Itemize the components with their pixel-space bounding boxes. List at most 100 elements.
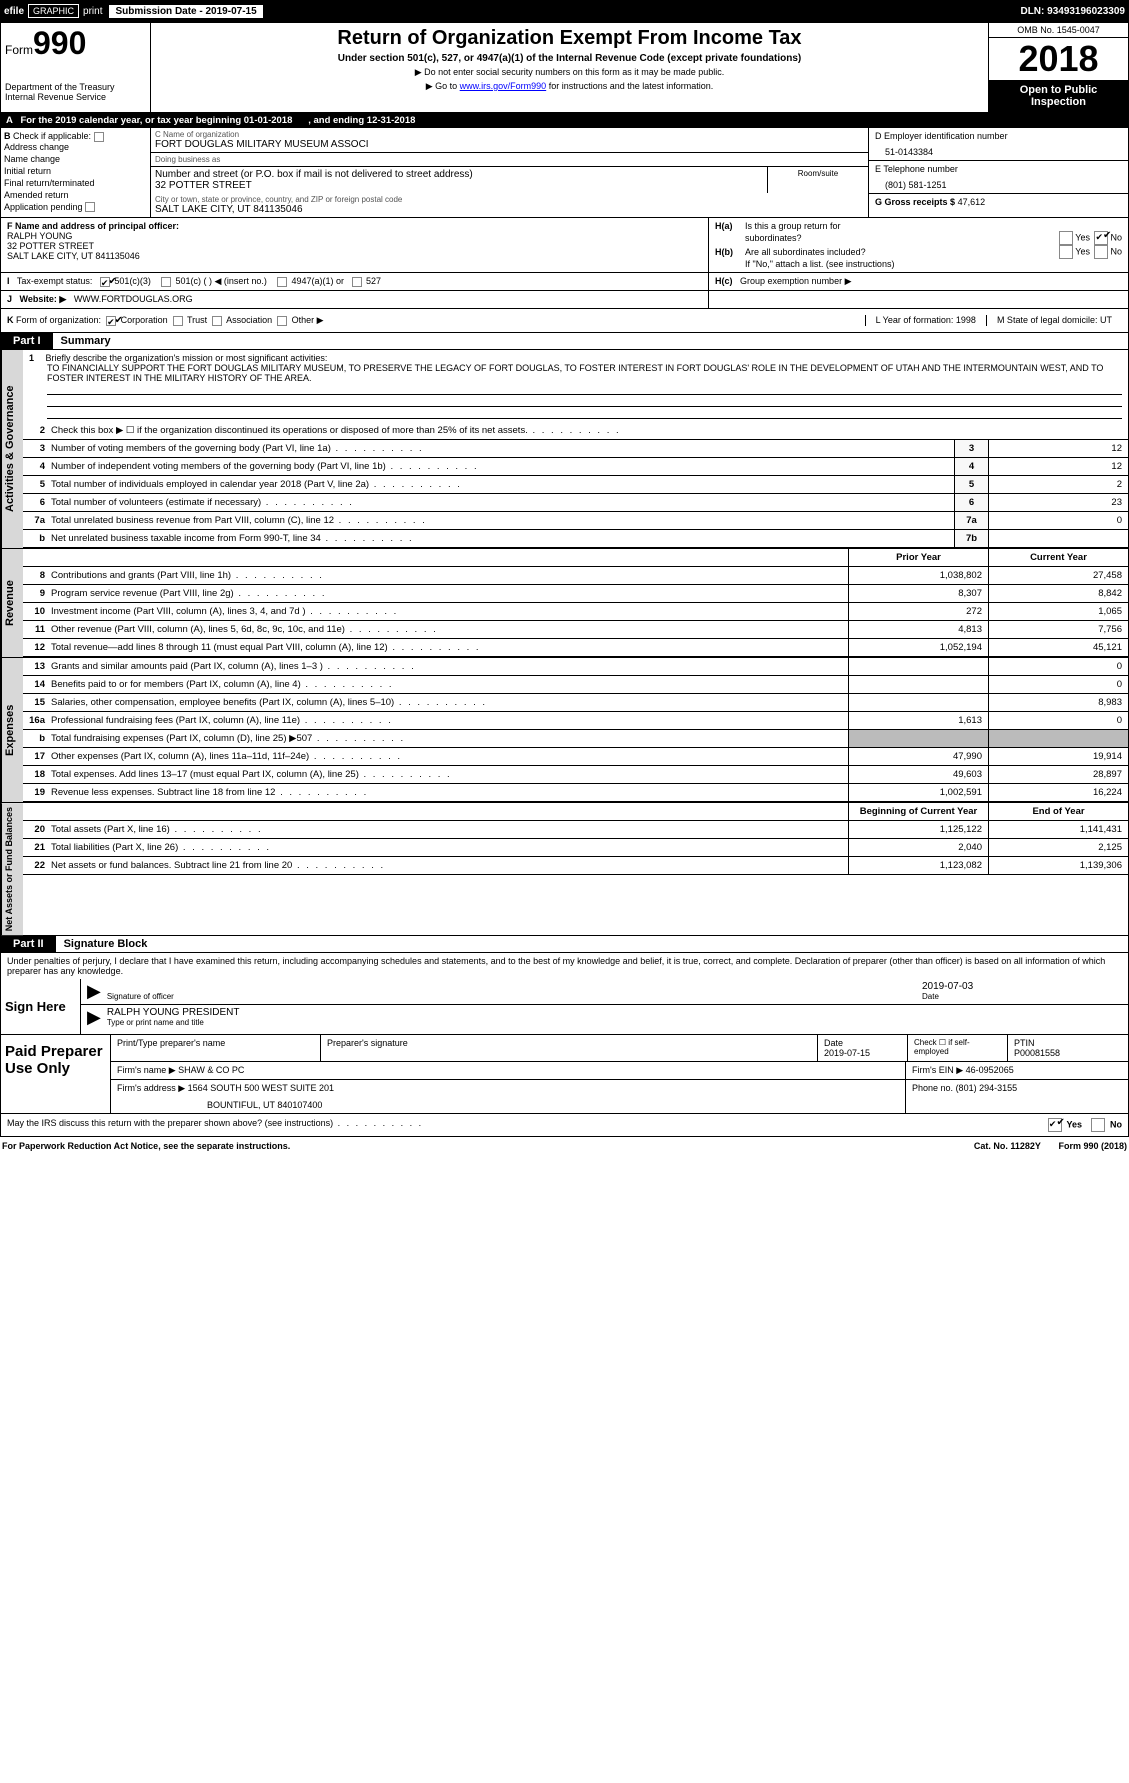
prior-val: 2,040: [848, 839, 988, 856]
hb-no-box[interactable]: [1094, 245, 1108, 259]
opt-4947: 4947(a)(1) or: [291, 276, 344, 286]
section-j: J Website: ▶ WWW.FORTDOUGLAS.ORG: [0, 291, 1129, 309]
row-a-text: For the 2019 calendar year, or tax year …: [20, 115, 292, 126]
row-num: 10: [23, 603, 47, 620]
row-desc: Number of independent voting members of …: [47, 458, 954, 475]
k-prefix: K: [7, 315, 14, 326]
sign-here-label: Sign Here: [1, 979, 81, 1034]
prep-sig-label: Preparer's signature: [327, 1038, 811, 1048]
m-value: UT: [1100, 315, 1112, 325]
prior-val: 4,813: [848, 621, 988, 638]
city-value: SALT LAKE CITY, UT 841135046: [155, 204, 864, 215]
curr-val: 19,914: [988, 748, 1128, 765]
k-checkbox[interactable]: ✔: [106, 316, 116, 326]
gross-value: 47,612: [958, 197, 986, 207]
prior-val: [848, 730, 988, 747]
website-value: WWW.FORTDOUGLAS.ORG: [74, 294, 193, 304]
data-row: b Total fundraising expenses (Part IX, c…: [23, 730, 1128, 748]
data-row: 21 Total liabilities (Part X, line 26) 2…: [23, 839, 1128, 857]
4947-checkbox[interactable]: [277, 277, 287, 287]
curr-val: 7,756: [988, 621, 1128, 638]
part2-tab: Part II: [1, 936, 56, 952]
row-desc: Revenue less expenses. Subtract line 18 …: [47, 784, 848, 801]
colb-checkbox[interactable]: [85, 202, 95, 212]
opt-501c3: 501(c)(3): [114, 276, 151, 286]
row-num: 13: [23, 658, 47, 675]
row-desc: Total liabilities (Part X, line 26): [47, 839, 848, 856]
data-row: 8 Contributions and grants (Part VIII, l…: [23, 567, 1128, 585]
row-num: 22: [23, 857, 47, 874]
yes-label: Yes: [1075, 233, 1090, 243]
curr-val: 0: [988, 658, 1128, 675]
section-i: I Tax-exempt status: ✔ 501(c)(3) 501(c) …: [0, 273, 1129, 291]
prior-val: 1,038,802: [848, 567, 988, 584]
data-row: 16a Professional fundraising fees (Part …: [23, 712, 1128, 730]
room-label: Room/suite: [768, 167, 868, 193]
row-num: 11: [23, 621, 47, 638]
row-desc: Other revenue (Part VIII, column (A), li…: [47, 621, 848, 638]
row-num: 12: [23, 639, 47, 656]
curr-val: 28,897: [988, 766, 1128, 783]
officer-street: 32 POTTER STREET: [7, 241, 702, 251]
row-desc: Program service revenue (Part VIII, line…: [47, 585, 848, 602]
k-checkbox[interactable]: [173, 316, 183, 326]
city-label: City or town, state or province, country…: [155, 195, 864, 204]
data-row: 9 Program service revenue (Part VIII, li…: [23, 585, 1128, 603]
k-checkbox[interactable]: [277, 316, 287, 326]
subtitle-1: Under section 501(c), 527, or 4947(a)(1)…: [155, 53, 984, 64]
row-desc: Contributions and grants (Part VIII, lin…: [47, 567, 848, 584]
part2-title: Signature Block: [56, 938, 148, 950]
form990-link[interactable]: www.irs.gov/Form990: [460, 81, 547, 91]
tax-year: 2018: [989, 38, 1128, 80]
sign-arrow-icon: ▶: [87, 981, 101, 1002]
omb-number: OMB No. 1545-0047: [989, 23, 1128, 38]
org-name: FORT DOUGLAS MILITARY MUSEUM ASSOCI: [155, 139, 864, 150]
row-desc: Total revenue—add lines 8 through 11 (mu…: [47, 639, 848, 656]
row-num: b: [23, 530, 47, 547]
firm-name-label: Firm's name ▶: [117, 1065, 176, 1075]
colb-item: Initial return: [4, 166, 147, 176]
501c-checkbox[interactable]: [161, 277, 171, 287]
ptin-value: P00081558: [1014, 1048, 1122, 1058]
section-k: K Form of organization: ✔ Corporation Tr…: [0, 309, 1129, 333]
row-val: 0: [988, 512, 1128, 529]
row-desc: Number of voting members of the governin…: [47, 440, 954, 457]
year-block: OMB No. 1545-0047 2018 Open to Public In…: [988, 23, 1128, 112]
discuss-footer: May the IRS discuss this return with the…: [0, 1114, 1129, 1137]
discuss-yes-box[interactable]: ✔: [1048, 1118, 1062, 1132]
ha-yes-box[interactable]: [1059, 231, 1073, 245]
row-num: 19: [23, 784, 47, 801]
hb-yes-box[interactable]: [1059, 245, 1073, 259]
k-label: Form of organization:: [16, 315, 101, 326]
row-box: 5: [954, 476, 988, 493]
paid-preparer-block: Paid Preparer Use Only Print/Type prepar…: [0, 1035, 1129, 1114]
row-num: b: [23, 730, 47, 747]
checkbox-b[interactable]: [94, 132, 104, 142]
m-label: M State of legal domicile:: [997, 315, 1098, 325]
527-checkbox[interactable]: [352, 277, 362, 287]
curr-val: 16,224: [988, 784, 1128, 801]
prior-val: [848, 694, 988, 711]
row-num: 5: [23, 476, 47, 493]
prior-val: 8,307: [848, 585, 988, 602]
row-desc: Total fundraising expenses (Part IX, col…: [47, 730, 848, 747]
discuss-no-box[interactable]: [1091, 1118, 1105, 1132]
ha-label: H(a): [715, 221, 745, 231]
section-fh: F Name and address of principal officer:…: [0, 218, 1129, 273]
col-d: D Employer identification number 51-0143…: [868, 128, 1128, 217]
revenue-section: Revenue Prior Year Current Year 8 Contri…: [0, 549, 1129, 658]
501c3-checkbox[interactable]: ✔: [100, 277, 110, 287]
prep-print-label: Print/Type preparer's name: [117, 1038, 314, 1048]
officer-city: SALT LAKE CITY, UT 841135046: [7, 251, 702, 261]
k-checkbox[interactable]: [212, 316, 222, 326]
part2-header: Part II Signature Block: [0, 936, 1129, 953]
mission-text: TO FINANCIALLY SUPPORT THE FORT DOUGLAS …: [47, 363, 1122, 383]
opt-527: 527: [366, 276, 381, 286]
phone-label: E Telephone number: [875, 164, 1122, 174]
ha-no-box[interactable]: ✔: [1094, 231, 1108, 245]
gov-row: b Net unrelated business taxable income …: [23, 530, 1128, 548]
l-label: L Year of formation:: [876, 315, 954, 325]
part1-header: Part I Summary: [0, 333, 1129, 350]
goto-prefix: ▶ Go to: [426, 81, 460, 91]
row-num: 9: [23, 585, 47, 602]
